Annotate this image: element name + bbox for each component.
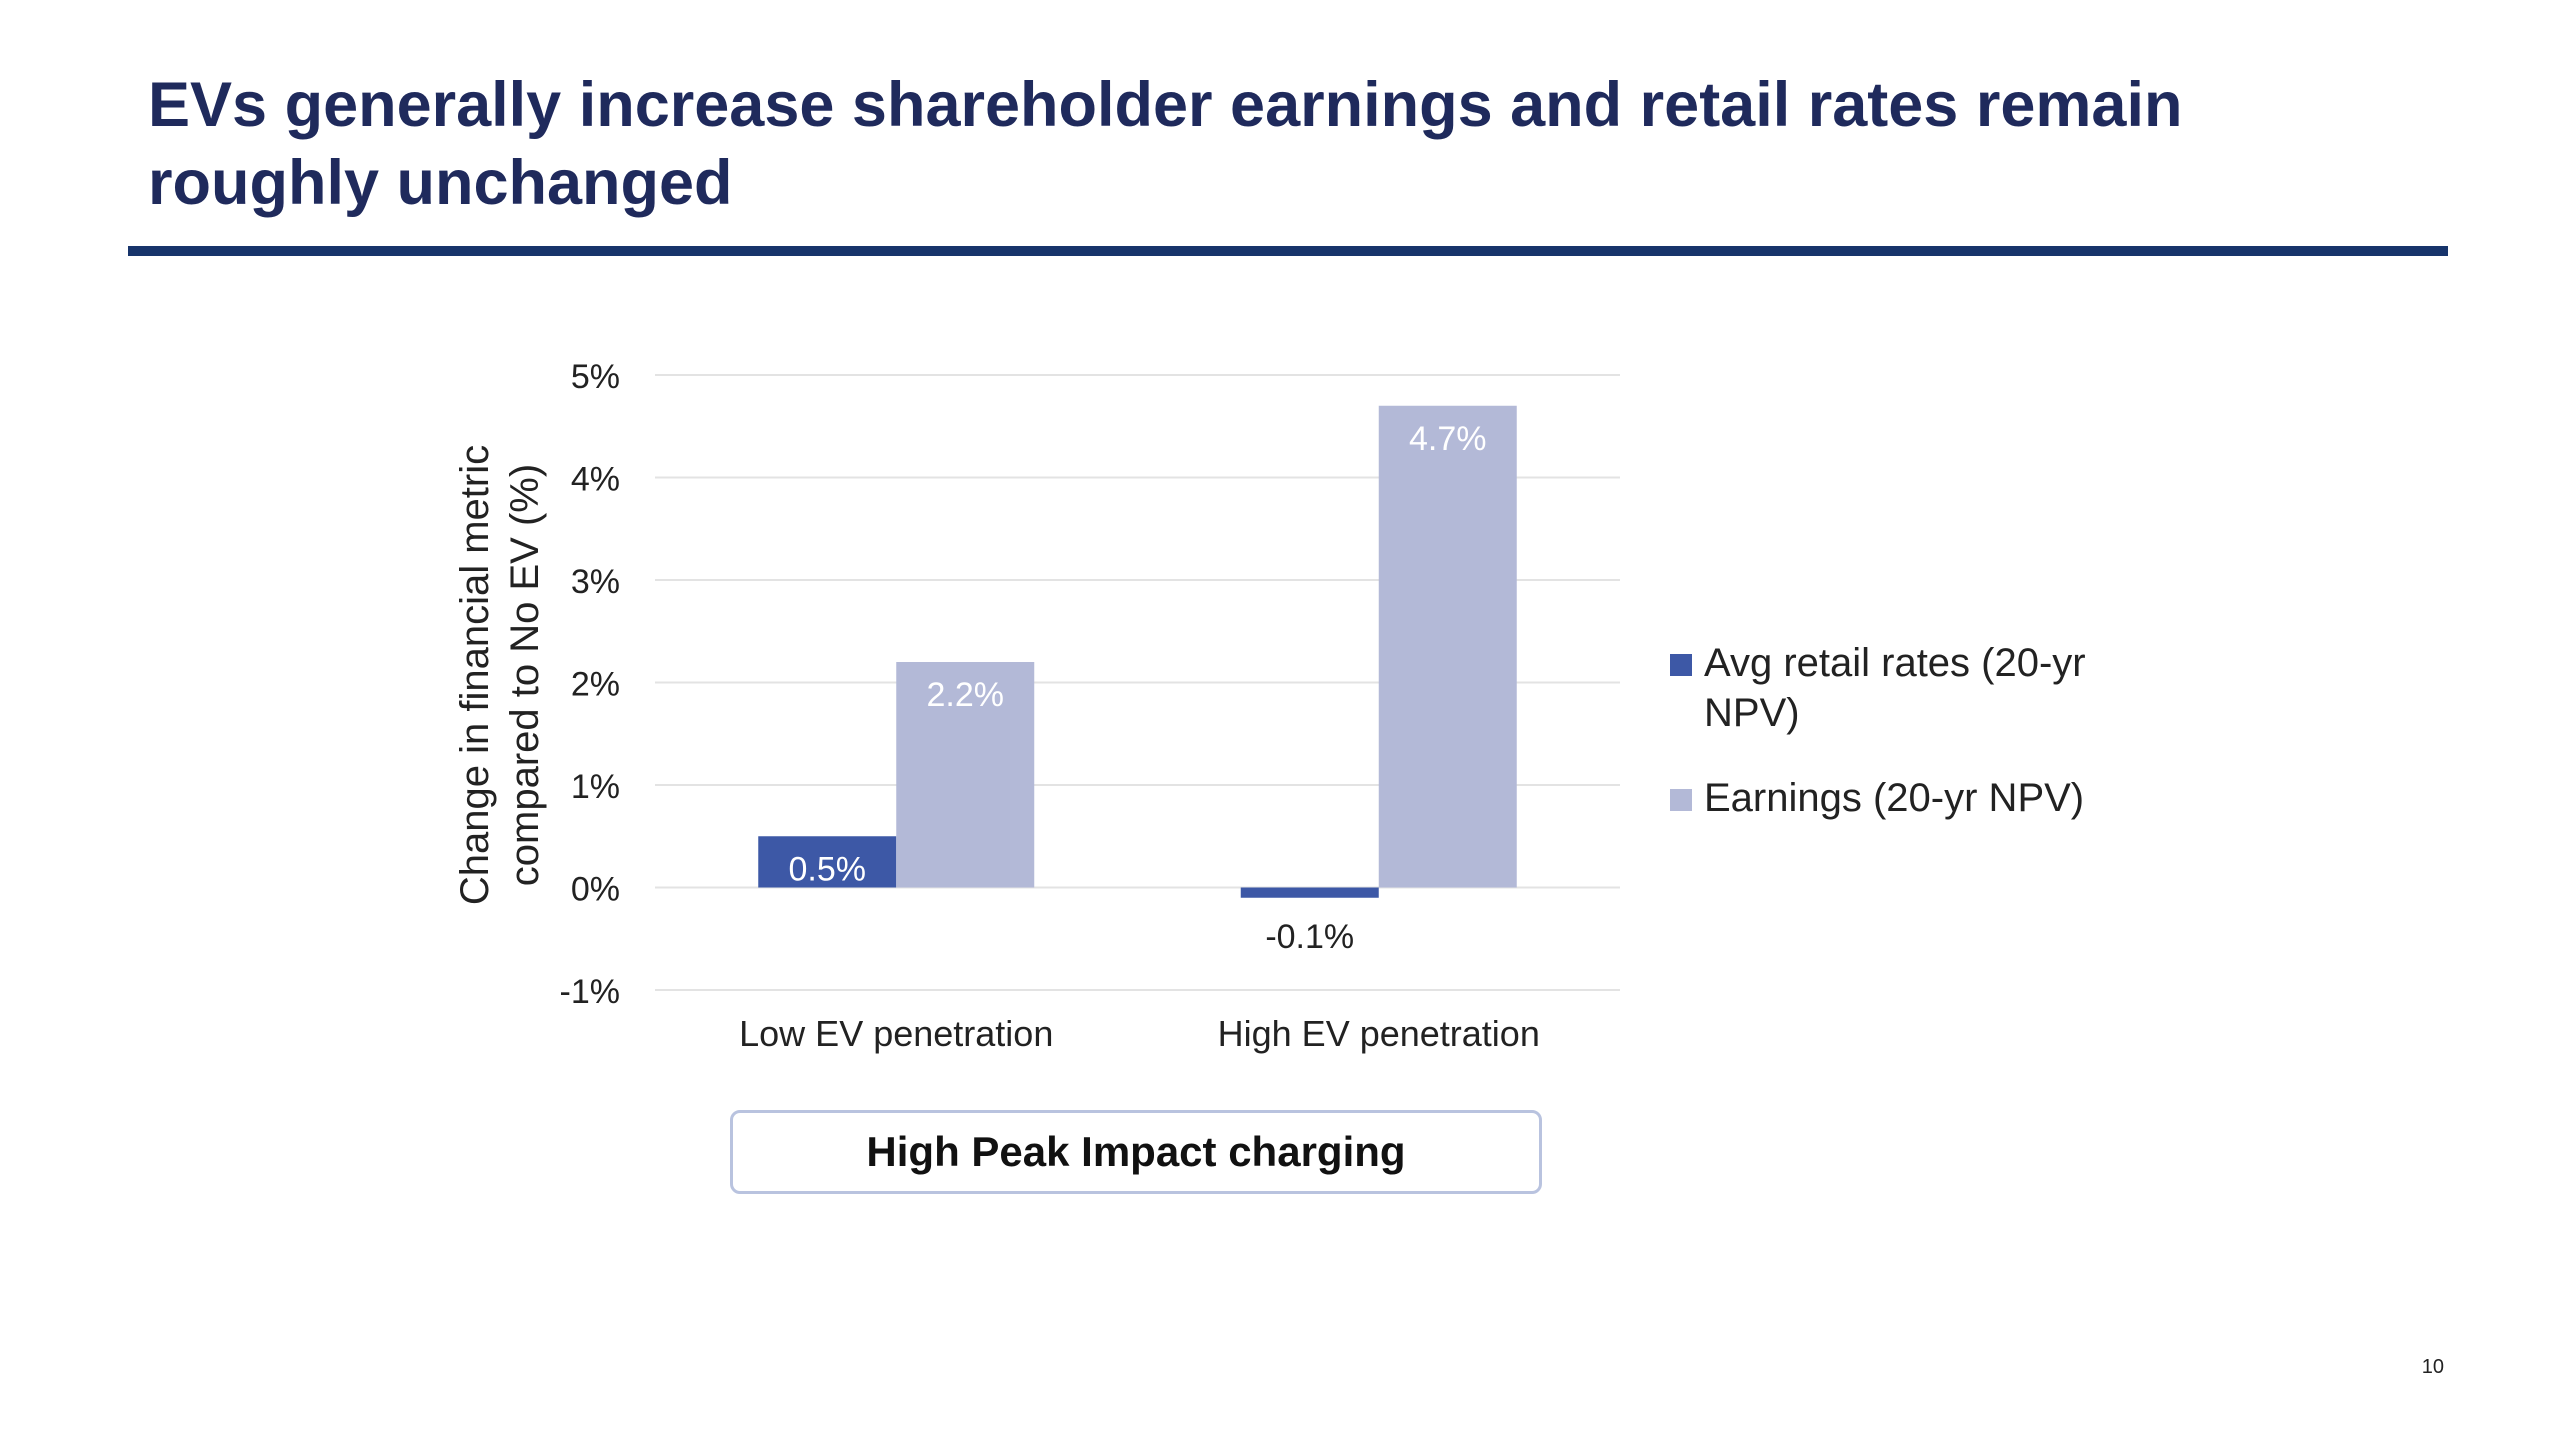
y-axis-title: Change in financial metric compared to No… <box>453 445 547 905</box>
legend-swatch-1 <box>1670 789 1692 811</box>
y-tick-label-5: 0% <box>571 871 620 909</box>
legend-label-1-line-0: Earnings (20-yr NPV) <box>1704 776 2084 820</box>
bar-series1-cat1 <box>1378 405 1517 888</box>
slide-title: EVs generally increase shareholder earni… <box>148 70 2183 218</box>
bar-series0-cat0 <box>758 836 897 888</box>
x-category-label-1: High EV penetration <box>1218 1013 1540 1054</box>
y-tick-label-1: 4% <box>571 461 620 499</box>
legend-label-0-line-0: Avg retail rates (20-yr <box>1704 641 2086 685</box>
y-axis-title-line-1: compared to No EV (%) <box>503 464 547 886</box>
bar-series0-cat1 <box>1240 887 1379 898</box>
data-label-series0-cat1: -0.1% <box>1265 918 1354 956</box>
bar-series1-cat0 <box>896 662 1035 888</box>
data-label-series0-cat0: 0.5% <box>789 850 867 888</box>
y-tick-label-3: 2% <box>571 666 620 704</box>
x-category-label-0: Low EV penetration <box>739 1013 1053 1054</box>
legend-swatch-0 <box>1670 654 1692 676</box>
y-tick-label-4: 1% <box>571 768 620 806</box>
scenario-caption: High Peak Impact charging <box>866 1128 1406 1175</box>
legend-label-0-line-1: NPV) <box>1704 691 1800 735</box>
legend-label-1: Earnings (20-yr NPV) <box>1704 776 2084 820</box>
data-label-series1-cat1: 4.7% <box>1409 420 1487 458</box>
y-tick-label-2: 3% <box>571 563 620 601</box>
y-tick-label-6: -1% <box>560 973 620 1011</box>
title-divider <box>128 246 2448 256</box>
y-axis-title-line-0: Change in financial metric <box>453 445 497 905</box>
data-label-series1-cat0: 2.2% <box>927 676 1005 714</box>
page-number: 10 <box>2421 1356 2444 1378</box>
y-tick-label-0: 5% <box>571 358 620 396</box>
scenario-caption-box: High Peak Impact charging <box>730 1110 1542 1194</box>
legend-label-0: Avg retail rates (20-yr NPV) <box>1704 641 2086 735</box>
